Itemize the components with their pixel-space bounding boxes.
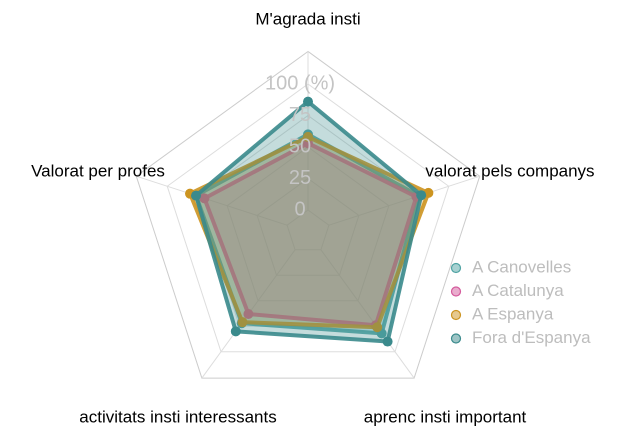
series-point [237, 317, 248, 328]
legend-label: A Catalunya [472, 281, 564, 300]
spoke [136, 175, 288, 226]
series-point [243, 309, 254, 320]
axis-label: activitats insti interessants [79, 407, 276, 426]
axis-label: valorat pels companys [425, 161, 594, 180]
y-tick-label: 75 [289, 104, 311, 126]
series-point [303, 131, 313, 142]
series-point [416, 190, 427, 201]
series-point [372, 322, 383, 333]
y-tick-label: 100 (%) [265, 72, 335, 94]
series-area [194, 132, 421, 336]
axis-label: M'agrada insti [255, 9, 360, 28]
series-area [202, 141, 419, 328]
legend-label: A Canovelles [472, 257, 571, 276]
legend-label: A Espanya [472, 304, 554, 323]
legend-label: Fora d'Espanya [472, 328, 591, 347]
legend-symbol [450, 262, 462, 274]
series-area [194, 99, 424, 344]
axis-label: aprenc insti important [364, 407, 527, 426]
grid-line [286, 209, 330, 251]
y-tick-label: 0 [294, 198, 305, 220]
grid-line [166, 83, 450, 353]
series-point [199, 193, 210, 204]
y-tick-label: 25 [289, 167, 311, 189]
series-point [382, 336, 393, 347]
legend-symbol [450, 333, 462, 344]
series-point [230, 326, 241, 337]
spoke [320, 249, 415, 379]
series-point [303, 96, 313, 107]
grid-line [256, 177, 360, 276]
series-point [191, 190, 202, 201]
y-tick-label: 50 [289, 135, 311, 157]
axis-label: Valorat per profes [31, 161, 165, 180]
grid-line [226, 146, 390, 302]
spoke [328, 175, 480, 226]
legend-symbol [450, 309, 462, 321]
legend-symbol [450, 286, 462, 297]
frame [135, 50, 481, 379]
